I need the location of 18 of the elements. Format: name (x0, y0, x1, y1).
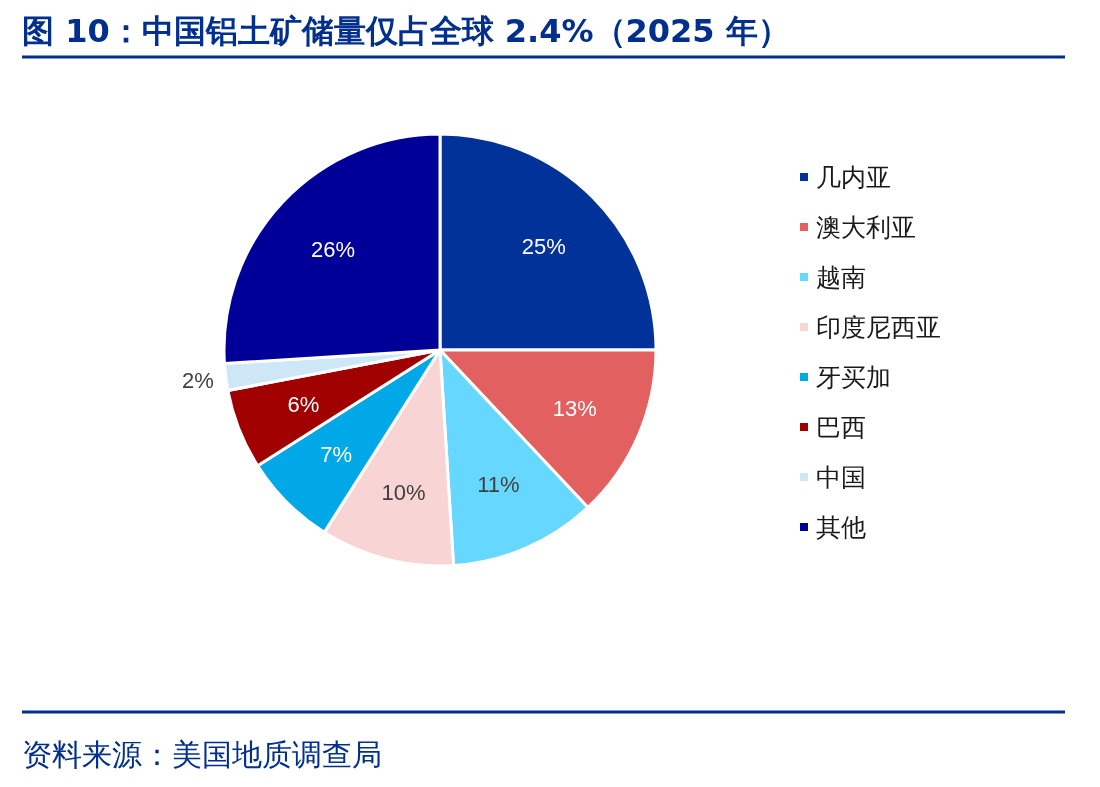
data-label: 13% (552, 396, 597, 422)
data-label: 6% (287, 391, 320, 417)
chart-title: 图 10：中国铝土矿储量仅占全球 2.4%（2025 年） (22, 12, 790, 50)
data-label: 26% (310, 237, 355, 263)
data-label: 25% (521, 233, 566, 259)
legend-label: 印度尼西亚 (816, 312, 941, 342)
legend-label: 越南 (816, 262, 866, 292)
legend-label: 澳大利亚 (816, 212, 916, 242)
data-label: 2% (181, 368, 214, 394)
text: 资料来源：美国地质调查局 (22, 737, 382, 772)
legend-label: 中国 (816, 462, 866, 492)
data-label: 11% (477, 472, 520, 498)
legend-label: 牙买加 (816, 362, 891, 392)
data-label: 10% (381, 479, 426, 505)
data-label: 7% (320, 441, 353, 467)
legend-label: 巴西 (816, 412, 866, 442)
legend-label: 其他 (816, 512, 866, 542)
legend-label: 几内亚 (816, 162, 891, 192)
